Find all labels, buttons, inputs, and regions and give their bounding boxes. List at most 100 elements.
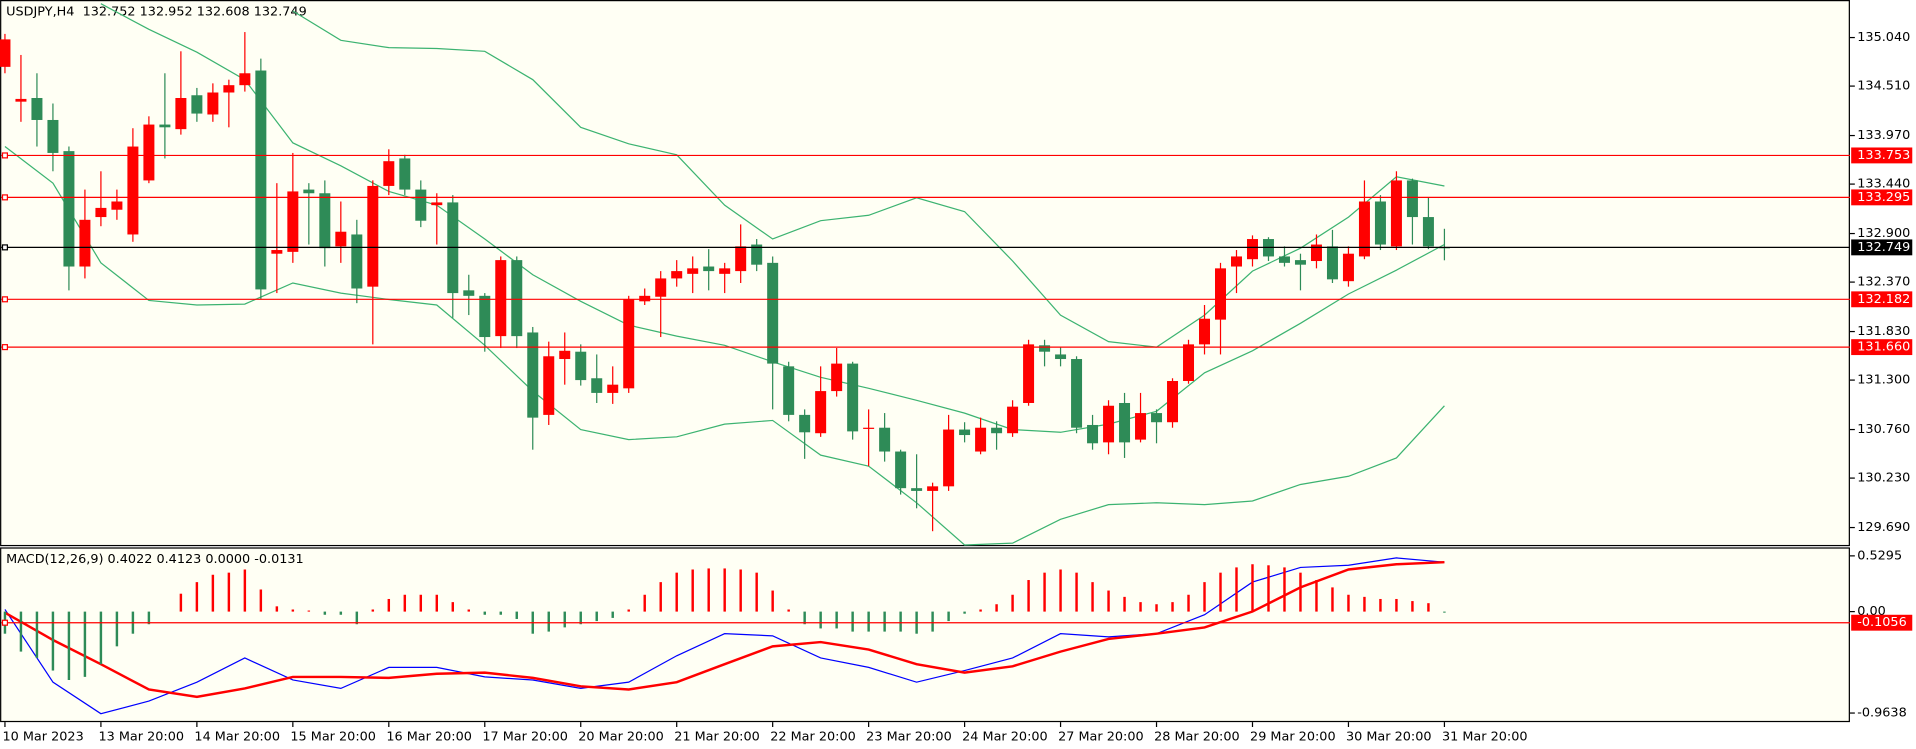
candle-body — [527, 332, 539, 418]
candle-body — [191, 95, 203, 114]
candle-body — [639, 295, 651, 302]
candle-body — [319, 193, 331, 249]
level-label: 131.660 — [1857, 340, 1910, 355]
candle-body — [911, 488, 923, 491]
level-marker — [1, 152, 9, 159]
candle-body — [1135, 413, 1147, 440]
candle-body — [1310, 244, 1322, 262]
x-tick-label: 31 Mar 20:00 — [1442, 729, 1528, 744]
candle-body — [463, 290, 475, 296]
candle-body — [111, 201, 123, 210]
level-label-box — [1851, 147, 1913, 164]
candle-body — [991, 427, 1003, 434]
candle-body — [47, 119, 59, 153]
candle-body — [207, 92, 219, 115]
y-tick-label: 133.970 — [1857, 128, 1910, 143]
candle-body — [1151, 413, 1163, 423]
level-label: 133.753 — [1857, 148, 1910, 163]
level-label: 132.749 — [1857, 240, 1910, 255]
x-tick-label: 27 Mar 20:00 — [1058, 729, 1144, 744]
candle-body — [495, 260, 507, 337]
candle-body — [95, 207, 107, 218]
candle-body — [703, 266, 715, 272]
candle-body — [959, 429, 971, 436]
candle-body — [175, 97, 187, 130]
x-tick-label: 24 Mar 20:00 — [962, 729, 1048, 744]
x-tick-label: 29 Mar 20:00 — [1250, 729, 1336, 744]
candle-body — [1215, 268, 1227, 320]
indicator-line — [4, 557, 1445, 715]
candle-body — [335, 231, 347, 247]
candle-body — [719, 268, 731, 274]
y-tick-label: -0.9638 — [1857, 706, 1906, 721]
candle-body — [863, 427, 875, 429]
x-tick-label: 28 Mar 20:00 — [1154, 729, 1240, 744]
candle-body — [543, 356, 555, 415]
candle-body — [159, 124, 171, 128]
level-marker — [1, 244, 9, 251]
y-tick-label: 130.230 — [1857, 471, 1910, 486]
candle-body — [1342, 253, 1354, 282]
candle-body — [895, 451, 907, 489]
candle-body — [687, 268, 699, 274]
candle-body — [1167, 381, 1179, 423]
level-marker — [1, 194, 9, 201]
level-label-box — [1851, 189, 1913, 206]
candle-body — [751, 244, 763, 265]
y-tick-label: 130.760 — [1857, 422, 1910, 437]
level-label-box — [1851, 339, 1913, 356]
candle-body — [671, 271, 683, 279]
indicator-line — [292, 10, 1445, 348]
y-tick-label: 133.440 — [1857, 177, 1910, 192]
candle-body — [399, 158, 411, 190]
y-tick-label: 132.370 — [1857, 275, 1910, 290]
x-tick-label: 21 Mar 20:00 — [674, 729, 760, 744]
candle-body — [1326, 246, 1338, 280]
candle-body — [1231, 256, 1242, 267]
candle-body — [127, 146, 139, 235]
candle-body — [575, 351, 587, 381]
candle-body — [607, 384, 619, 393]
level-label: -0.1056 — [1857, 615, 1906, 630]
x-tick-label: 10 Mar 2023 — [3, 729, 84, 744]
x-tick-label: 14 Mar 20:00 — [194, 729, 280, 744]
candle-body — [1039, 345, 1051, 352]
x-tick-label: 16 Mar 20:00 — [386, 729, 472, 744]
x-tick-label: 20 Mar 20:00 — [578, 729, 664, 744]
indicator-line — [4, 560, 1445, 699]
candle-body — [847, 363, 859, 432]
candle-body — [623, 299, 635, 389]
y-tick-label: 0.5295 — [1857, 548, 1902, 563]
y-tick-label: 132.900 — [1857, 226, 1910, 241]
candle-body — [351, 234, 363, 289]
indicator-line — [4, 146, 1445, 546]
candle-body — [1374, 201, 1386, 245]
macd-panel — [0, 547, 1850, 723]
candle-body — [1294, 260, 1306, 265]
candle-body — [1023, 344, 1035, 403]
candle-body — [383, 161, 395, 186]
x-tick-label: 15 Mar 20:00 — [290, 729, 376, 744]
candle-body — [591, 378, 603, 393]
candle-body — [79, 219, 91, 267]
candle-body — [1422, 217, 1434, 247]
candle-body — [975, 427, 987, 452]
candle-body — [239, 73, 251, 86]
candle-body — [559, 350, 571, 360]
macd-title: MACD(12,26,9) 0.4022 0.4123 0.0000 -0.01… — [6, 552, 304, 567]
candle-body — [271, 250, 283, 254]
y-tick-label: 131.300 — [1857, 373, 1910, 388]
level-label-box — [1851, 614, 1913, 631]
candle-body — [815, 391, 827, 434]
candle-body — [143, 124, 155, 181]
x-tick-label: 22 Mar 20:00 — [770, 729, 856, 744]
candle-body — [303, 189, 315, 194]
candle-body — [831, 363, 843, 392]
candle-body — [1278, 256, 1290, 263]
price-panel — [0, 0, 1850, 547]
candle-body — [367, 185, 379, 287]
candle-body — [879, 427, 891, 452]
y-tick-label: 131.830 — [1857, 324, 1910, 339]
